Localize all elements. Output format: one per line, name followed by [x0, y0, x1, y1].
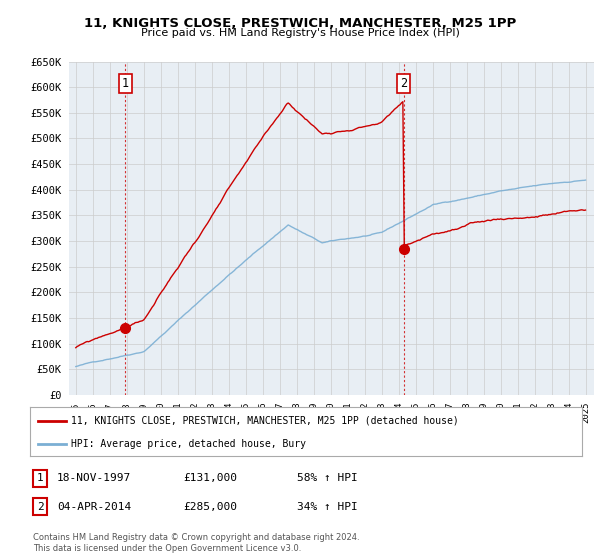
Text: 2: 2 — [37, 502, 44, 512]
Text: £131,000: £131,000 — [183, 473, 237, 483]
Text: 04-APR-2014: 04-APR-2014 — [57, 502, 131, 512]
Text: HPI: Average price, detached house, Bury: HPI: Average price, detached house, Bury — [71, 439, 307, 449]
Text: 1: 1 — [37, 473, 44, 483]
Text: Contains HM Land Registry data © Crown copyright and database right 2024.
This d: Contains HM Land Registry data © Crown c… — [33, 533, 359, 553]
Text: 11, KNIGHTS CLOSE, PRESTWICH, MANCHESTER, M25 1PP (detached house): 11, KNIGHTS CLOSE, PRESTWICH, MANCHESTER… — [71, 416, 459, 426]
Text: 2: 2 — [400, 77, 407, 90]
Text: Price paid vs. HM Land Registry's House Price Index (HPI): Price paid vs. HM Land Registry's House … — [140, 28, 460, 38]
Text: 1: 1 — [122, 77, 128, 90]
Text: 58% ↑ HPI: 58% ↑ HPI — [297, 473, 358, 483]
Text: 11, KNIGHTS CLOSE, PRESTWICH, MANCHESTER, M25 1PP: 11, KNIGHTS CLOSE, PRESTWICH, MANCHESTER… — [84, 17, 516, 30]
Text: 18-NOV-1997: 18-NOV-1997 — [57, 473, 131, 483]
Text: 34% ↑ HPI: 34% ↑ HPI — [297, 502, 358, 512]
Text: £285,000: £285,000 — [183, 502, 237, 512]
